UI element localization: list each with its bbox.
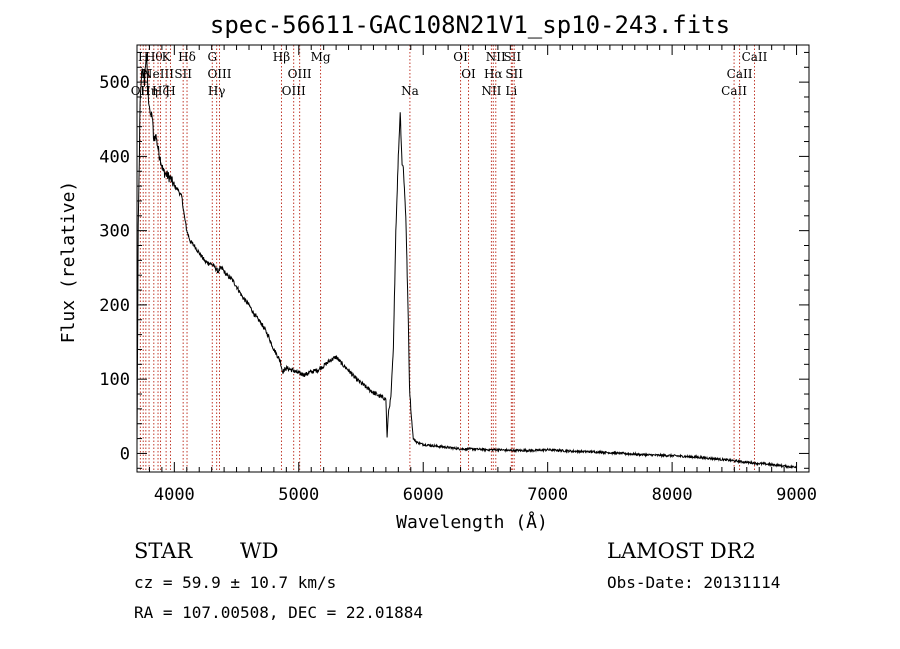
chart-title: spec-56611-GAC108N21V1_sp10-243.fits [210, 11, 730, 39]
x-axis-label: Wavelength (Å) [396, 511, 548, 533]
line-marker-label: H [138, 50, 148, 64]
line-marker-label: Hβ [273, 50, 290, 64]
line-marker-label: CaII [727, 67, 753, 81]
line-marker-label: CaII [721, 84, 747, 98]
line-marker-label: OI [461, 67, 476, 81]
x-tick-label: 4000 [154, 485, 195, 505]
line-marker-label: OIII [288, 67, 312, 81]
y-tick-label: 300 [99, 222, 130, 242]
object-subclass: WD [240, 539, 278, 563]
line-marker-label: Mg [311, 50, 331, 64]
y-tick-label: 100 [99, 370, 130, 390]
line-marker-label: Hα [484, 67, 503, 81]
line-marker-label: K [162, 50, 172, 64]
line-marker-label: NII [486, 50, 506, 64]
line-marker-label: SII [174, 67, 192, 81]
x-tick-label: 7000 [527, 485, 568, 505]
info-panel: STAR WD LAMOST DR2 cz = 59.9 ± 10.7 km/s… [134, 539, 780, 622]
line-marker-label: OI [453, 50, 468, 64]
x-tick-label: 9000 [776, 485, 817, 505]
line-marker-label: H [165, 84, 175, 98]
line-marker-label: Hθ [145, 50, 163, 64]
y-tick-label: 400 [99, 147, 130, 167]
line-marker-label: SII [503, 50, 521, 64]
plot-frame [136, 44, 810, 473]
line-marker-label: OIII [207, 67, 231, 81]
line-marker-label: Na [401, 84, 419, 98]
redshift-text: cz = 59.9 ± 10.7 km/s [134, 573, 336, 592]
y-tick-label: 200 [99, 296, 130, 316]
y-tick-label: 500 [99, 73, 130, 93]
obs-date-text: Obs-Date: 20131114 [607, 573, 780, 592]
object-class: STAR [134, 539, 193, 563]
x-tick-label: 5000 [278, 485, 319, 505]
line-marker-label: G [207, 50, 217, 64]
line-marker-label: OIII [282, 84, 306, 98]
line-marker-label: NII [481, 84, 501, 98]
line-marker-label: SII [505, 67, 523, 81]
line-marker-label: Hζ [152, 84, 169, 98]
x-tick-label: 6000 [403, 485, 444, 505]
survey-name: LAMOST DR2 [607, 539, 756, 563]
line-marker-label: Hδ [178, 50, 196, 64]
line-marker-label: Li [505, 84, 517, 98]
x-tick-label: 8000 [652, 485, 693, 505]
coordinates-text: RA = 107.00508, DEC = 22.01884 [134, 603, 423, 622]
flux-series-line [136, 53, 797, 470]
line-marker-label: CaII [742, 50, 768, 64]
y-tick-label: 0 [120, 444, 130, 464]
y-axis-label: Flux (relative) [58, 181, 79, 344]
line-marker-label: Hγ [208, 84, 226, 98]
line-marker-label: H [141, 67, 151, 81]
